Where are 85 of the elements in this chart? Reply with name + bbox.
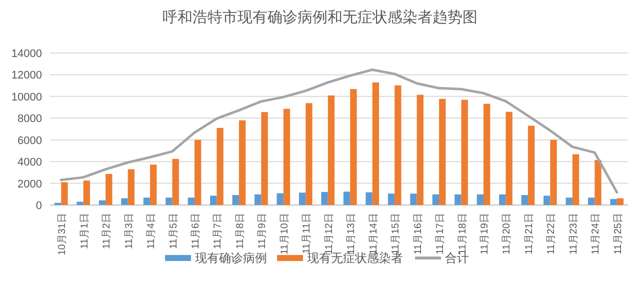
bar: [528, 126, 535, 205]
x-tick-label: 11月11日: [302, 213, 313, 254]
bar: [106, 174, 112, 205]
bar: [454, 194, 462, 205]
bar: [521, 195, 528, 205]
bar: [76, 202, 84, 205]
bar: [439, 98, 446, 205]
bar: [166, 198, 172, 205]
x-tick-label: 11月21日: [524, 213, 535, 255]
x-tick-label: 11月25日: [612, 213, 624, 255]
bar: [432, 194, 440, 205]
x-tick-label: 11月18日: [457, 213, 468, 255]
y-tick-label: 8000: [18, 113, 42, 126]
bar: [328, 95, 335, 205]
bar: [343, 192, 350, 205]
x-tick-label: 11月16日: [412, 213, 424, 255]
bar: [194, 140, 202, 205]
bar: [588, 198, 595, 205]
bar: [150, 164, 157, 205]
bar: [172, 158, 179, 205]
bar: [484, 104, 490, 205]
bar: [506, 112, 512, 205]
y-tick-label: 10000: [11, 91, 42, 104]
bar: [544, 196, 550, 205]
bar: [410, 194, 417, 205]
bar: [461, 100, 468, 205]
y-tick-label: 14000: [11, 48, 42, 60]
y-tick-label: 0: [36, 200, 42, 212]
bar: [476, 194, 484, 205]
x-tick-label: 11月19日: [480, 213, 490, 255]
bar: [550, 140, 557, 205]
line-series: [60, 68, 618, 194]
bar: [261, 112, 268, 205]
bar: [98, 200, 106, 205]
chart-title: 呼和浩特市现有确诊病例和无症状感染者趋势图: [162, 9, 478, 26]
bar: [283, 108, 290, 205]
bar: [254, 194, 262, 205]
x-tick-label: 11月23日: [568, 213, 580, 255]
bar: [238, 120, 246, 205]
bar: [232, 195, 239, 205]
x-tick-label: 10月31日: [57, 213, 68, 256]
bar: [298, 192, 306, 205]
x-tick-label: 11月22日: [546, 213, 558, 255]
bar: [83, 180, 90, 205]
bar: [350, 89, 357, 205]
x-tick-label: 11月24日: [590, 213, 602, 255]
x-tick-label: 11月4日: [146, 213, 158, 249]
bar: [394, 85, 402, 205]
x-tick-label: 11月2日: [102, 213, 113, 249]
bar: [276, 193, 284, 205]
bar: [594, 160, 602, 205]
y-tick-label: 2000: [18, 178, 42, 190]
bar: [128, 169, 134, 205]
bar: [321, 192, 328, 205]
bar: [216, 128, 224, 205]
bar: [188, 198, 194, 205]
bar: [566, 198, 572, 205]
bar: [121, 198, 128, 205]
bar: [306, 103, 312, 205]
x-tick-label: 11月3日: [124, 213, 135, 249]
bar: [416, 94, 424, 205]
bar: [366, 192, 372, 205]
bar: [61, 182, 68, 205]
x-tick-label: 11月7日: [212, 213, 224, 249]
bar: [372, 82, 380, 205]
bar: [499, 194, 506, 205]
bar: [210, 196, 217, 205]
bar: [610, 199, 617, 205]
x-tick-label: 11月9日: [257, 213, 268, 249]
bar: [572, 154, 580, 205]
y-tick-label: 4000: [18, 156, 42, 169]
y-tick-label: 12000: [11, 70, 42, 82]
bar: [143, 198, 150, 205]
x-tick-label: 11月6日: [190, 213, 202, 249]
bar: [388, 194, 395, 205]
x-tick-label: 11月5日: [168, 213, 180, 249]
x-tick-label: 11月10日: [279, 213, 290, 255]
x-tick-label: 11月13日: [346, 213, 358, 255]
x-tick-label: 11月1日: [79, 213, 90, 249]
x-tick-label: 11月20日: [502, 213, 513, 255]
y-tick-label: 6000: [18, 134, 42, 147]
bar: [616, 198, 624, 205]
legend-label: 现有确诊病例: [195, 251, 267, 265]
x-tick-label: 11月17日: [435, 213, 446, 255]
x-tick-label: 11月8日: [234, 213, 246, 249]
